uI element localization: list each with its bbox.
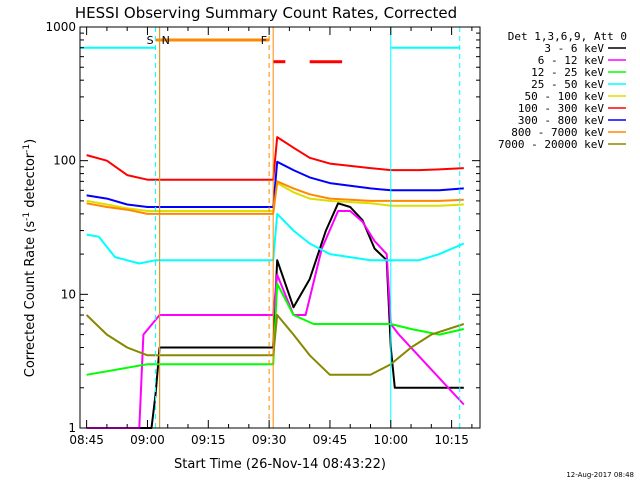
series-layer bbox=[85, 136, 465, 429]
y-tick-label: 10 bbox=[61, 287, 76, 301]
x-axis-label: Start Time (26-Nov-14 08:43:22) bbox=[174, 457, 386, 472]
y-axis-label-part: ) bbox=[23, 139, 38, 144]
y-axis-label-superscript: -1 bbox=[22, 212, 32, 221]
x-tick-label: 09:45 bbox=[313, 433, 348, 447]
y-axis-label-superscript: -1 bbox=[22, 144, 32, 153]
y-tick-label: 100 bbox=[53, 154, 76, 168]
series-line bbox=[86, 136, 464, 181]
legend-entry-label: 800 - 7000 keV bbox=[511, 126, 604, 139]
chart-title: HESSI Observing Summary Count Rates, Cor… bbox=[75, 4, 457, 22]
series-line bbox=[86, 282, 465, 376]
marker-label: F bbox=[261, 34, 267, 47]
x-tick-label: 10:15 bbox=[434, 433, 469, 447]
y-axis-label-part: Corrected Count Rate (s bbox=[23, 221, 38, 378]
legend-entry-label: 6 - 12 keV bbox=[538, 54, 605, 67]
series-line bbox=[86, 182, 464, 212]
y-axis-label-part: detector bbox=[23, 152, 38, 212]
y-tick-label: 1 bbox=[68, 421, 76, 435]
legend-entry-label: 50 - 100 keV bbox=[525, 90, 605, 103]
legend-entry-label: 100 - 300 keV bbox=[518, 102, 604, 115]
y-axis-label: Corrected Count Rate (s-1 detector-1) bbox=[22, 139, 38, 377]
legend-entry-label: 7000 - 20000 keV bbox=[498, 138, 604, 151]
legend-entry-label: 12 - 25 keV bbox=[531, 66, 604, 79]
series-line bbox=[85, 314, 465, 376]
series-line bbox=[86, 210, 465, 429]
series-line bbox=[86, 212, 465, 265]
y-tick-label: 1000 bbox=[45, 20, 76, 34]
plot-frame bbox=[79, 26, 481, 429]
legend-entry-label: 300 - 800 keV bbox=[518, 114, 604, 127]
series-line bbox=[86, 180, 464, 215]
marker-label: N bbox=[162, 34, 170, 47]
legend-title: Det 1,3,6,9, Att 0 bbox=[508, 30, 627, 43]
x-tick-label: 10:00 bbox=[373, 433, 408, 447]
axis-ticks: 08:45 09:00 09:15 09:30 09:45 10:00 10:15 1 10 10… bbox=[45, 20, 480, 447]
marker-label: S bbox=[147, 34, 154, 47]
timestamp: 12-Aug-2017 08:48 bbox=[566, 471, 634, 479]
x-tick-label: 09:15 bbox=[191, 433, 226, 447]
x-tick-label: 09:30 bbox=[252, 433, 287, 447]
legend-entry-label: 25 - 50 keV bbox=[531, 78, 604, 91]
x-tick-label: 08:45 bbox=[69, 433, 104, 447]
x-tick-label: 09:00 bbox=[130, 433, 165, 447]
series-line bbox=[86, 160, 464, 208]
legend-entry-label: 3 - 6 keV bbox=[544, 42, 604, 55]
